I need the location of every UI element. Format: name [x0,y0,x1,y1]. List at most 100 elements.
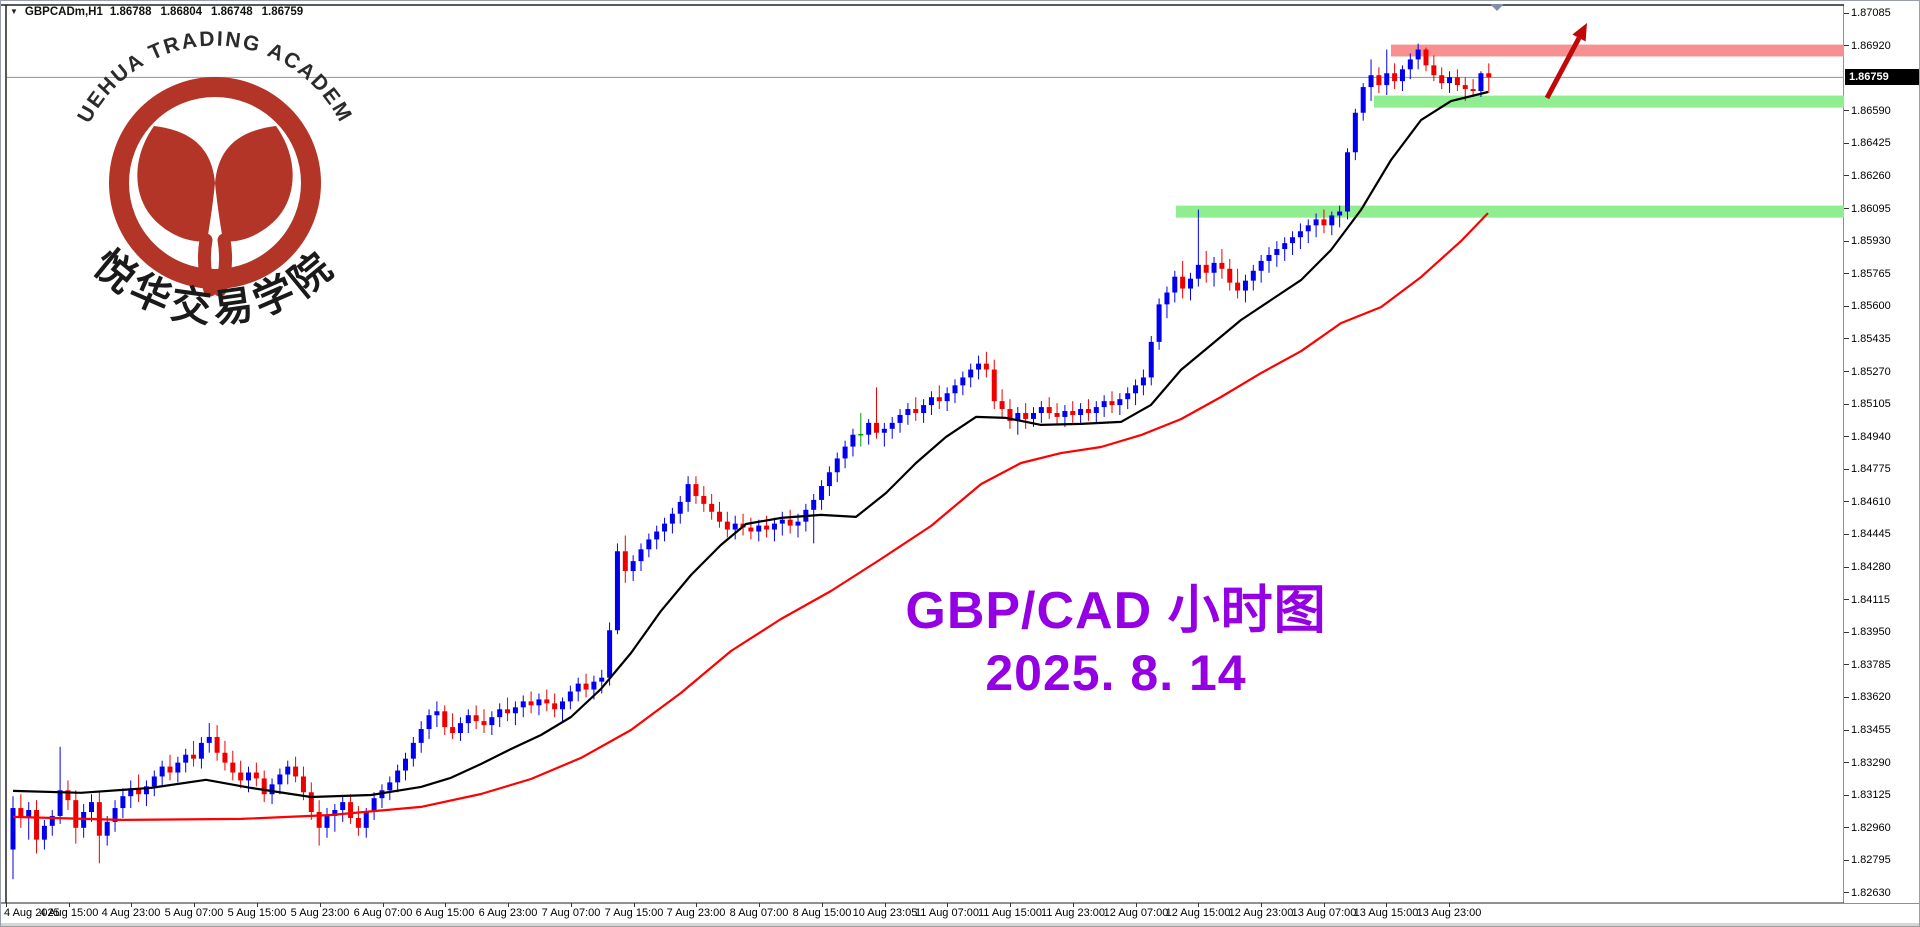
low-value: 1.86748 [211,6,253,18]
time-axis[interactable]: 4 Aug 2025 4 Aug 15:00 4 Aug 23:00 5 Aug 07… [1,903,1919,923]
time-axis-tick [1324,903,1325,907]
candle-body [630,561,636,572]
candle-body [128,788,134,797]
time-axis-tick [822,903,823,907]
chart-title: GBP/CAD 小时图 2025. 8. 14 [856,581,1376,705]
candle-body [340,802,346,811]
chevron-down-icon[interactable]: ▼ [10,6,18,16]
candle-body [1415,49,1421,60]
price-axis-tick [1844,305,1849,307]
candle-body [826,472,832,487]
chart-title-line1: GBP/CAD 小时图 [905,582,1327,640]
price-axis-label: 1.85930 [1851,235,1891,248]
price-axis-tick [1844,436,1849,438]
candle-body [693,484,699,496]
price-axis-label: 1.84940 [1851,430,1891,443]
candle-body [1486,73,1492,78]
candle-body [1470,89,1476,92]
candle-body [591,681,597,690]
candle-body [481,721,487,726]
time-axis-label: 12 Aug 07:00 [1103,907,1169,919]
logo-tulip-left-stem [197,233,217,297]
candlesticks [10,43,1492,880]
candle-body [1337,211,1343,216]
price-axis-label: 1.86095 [1851,202,1891,215]
symbol-ohlc-bar[interactable]: ▼ GBPCADm,H1 1.86788 1.86804 1.86748 1.8… [10,6,303,18]
candle-body [1447,77,1453,84]
candle-body [457,723,463,733]
candle-body [756,525,762,532]
candle-body [560,701,565,710]
price-axis-label: 1.86590 [1851,104,1891,117]
candle-body [293,766,299,777]
candle-body [662,523,668,532]
ma-slow-polyline [12,212,1489,822]
logo-tulip-right-petal [215,126,293,242]
time-axis-label: 13 Aug 07:00 [1291,907,1357,919]
price-axis-label: 1.83620 [1851,691,1891,704]
chart-shift-marker-icon[interactable] [1490,4,1504,11]
candle-body [889,422,895,429]
time-axis-tick [131,903,132,907]
open-value: 1.86788 [109,6,152,18]
time-axis-tick [696,903,697,907]
time-axis-label: 6 Aug 07:00 [353,907,413,919]
time-axis-tick [257,903,258,907]
price-axis-tick [1844,371,1849,373]
candle-body [175,762,181,773]
candle-body [450,727,456,733]
time-axis-label: 6 Aug 15:00 [415,907,475,919]
candle-body [324,815,330,828]
price-axis-tick [1844,566,1849,568]
candle-body [897,414,903,423]
candle-body [489,717,495,726]
price-axis-label: 1.83290 [1851,756,1891,769]
time-axis-tick [885,903,886,907]
time-axis-label: 6 Aug 23:00 [478,907,538,919]
candle-body [151,776,157,787]
candle-body [1282,243,1288,250]
candle-body [1203,264,1209,273]
candle-body [1368,75,1374,88]
candle-body [732,523,738,530]
candle-body [1274,249,1280,255]
time-axis-label: 4 Aug 2025 [4,907,60,919]
candle-body [387,782,393,791]
candle-body [991,369,997,402]
price-axis-tick [1844,859,1849,861]
candle-body [575,683,581,692]
price-axis-label: 1.85435 [1851,332,1891,345]
candle-body [1195,264,1201,279]
candle-body [834,458,840,473]
candle-body [1211,262,1217,273]
candle-body [811,499,817,510]
candle-body [748,527,754,532]
candle-body [709,503,715,512]
candle-body [528,701,534,706]
time-axis-tick [947,903,948,907]
price-axis-label: 1.82630 [1851,886,1891,899]
candle-body [771,523,777,530]
candle-body [1133,385,1139,394]
time-axis-tick [759,903,760,907]
candle-body [1399,69,1405,82]
time-axis-label: 5 Aug 23:00 [290,907,350,919]
candle-body [1180,276,1186,289]
arrow-head [1572,23,1587,42]
ma-slow-red-line [12,212,1489,822]
price-axis[interactable]: 1.87085 1.86920 1.86590 1.86425 1.86260 1.860… [1844,1,1919,903]
logo-tulip-left-petal [137,126,215,242]
candle-body [395,770,401,783]
price-axis-tick [1844,45,1849,47]
candle-body [685,484,691,502]
candle-body [1188,278,1193,289]
price-axis-tick [1844,631,1849,633]
price-axis-label: 1.85270 [1851,365,1891,378]
candle-body [1329,215,1335,226]
time-axis-label: 13 Aug 15:00 [1353,907,1419,919]
price-axis-tick [1844,240,1849,242]
price-axis-tick [1844,338,1849,340]
candle-body [1392,73,1398,82]
time-axis-tick [1136,903,1137,907]
